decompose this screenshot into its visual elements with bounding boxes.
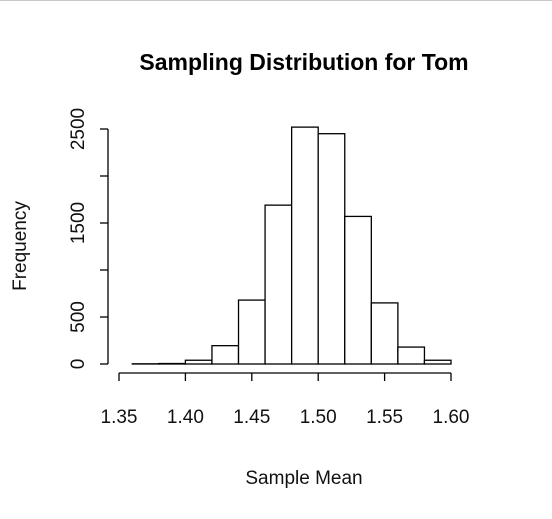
y-tick-label-1500: 1500 xyxy=(68,202,89,244)
x-tick-label-0: 1.35 xyxy=(101,407,138,428)
histogram-bar-9 xyxy=(370,302,399,365)
histogram-bar-3 xyxy=(211,345,240,365)
histogram-bar-8 xyxy=(344,215,372,365)
histogram-bar-7 xyxy=(317,133,346,365)
x-tick-label-1: 1.40 xyxy=(167,407,204,428)
histogram-bar-2 xyxy=(184,359,213,365)
histogram-bar-11 xyxy=(423,359,452,365)
y-tick-label-500: 500 xyxy=(68,301,89,333)
x-axis: 1.35 1.40 1.45 1.50 1.55 1.60 xyxy=(101,372,470,428)
y-axis: 0 500 1500 2500 xyxy=(68,108,109,370)
x-axis-label: Sample Mean xyxy=(245,468,362,489)
histogram-bar-10 xyxy=(397,346,426,365)
y-tick-label-0: 0 xyxy=(68,359,89,370)
chart-title: Sampling Distribution for Tom xyxy=(139,49,468,75)
x-tick-label-2: 1.45 xyxy=(233,407,270,428)
histogram-bars xyxy=(131,126,452,365)
y-axis-label: Frequency xyxy=(10,201,31,291)
histogram-bar-6 xyxy=(290,126,319,365)
histogram-bar-5 xyxy=(264,204,293,365)
top-border xyxy=(0,0,552,1)
y-tick-label-2500: 2500 xyxy=(68,108,89,150)
x-tick-label-3: 1.50 xyxy=(300,407,337,428)
histogram-bar-4 xyxy=(237,299,266,365)
x-tick-label-5: 1.60 xyxy=(433,407,470,428)
x-tick-label-4: 1.55 xyxy=(366,407,403,428)
